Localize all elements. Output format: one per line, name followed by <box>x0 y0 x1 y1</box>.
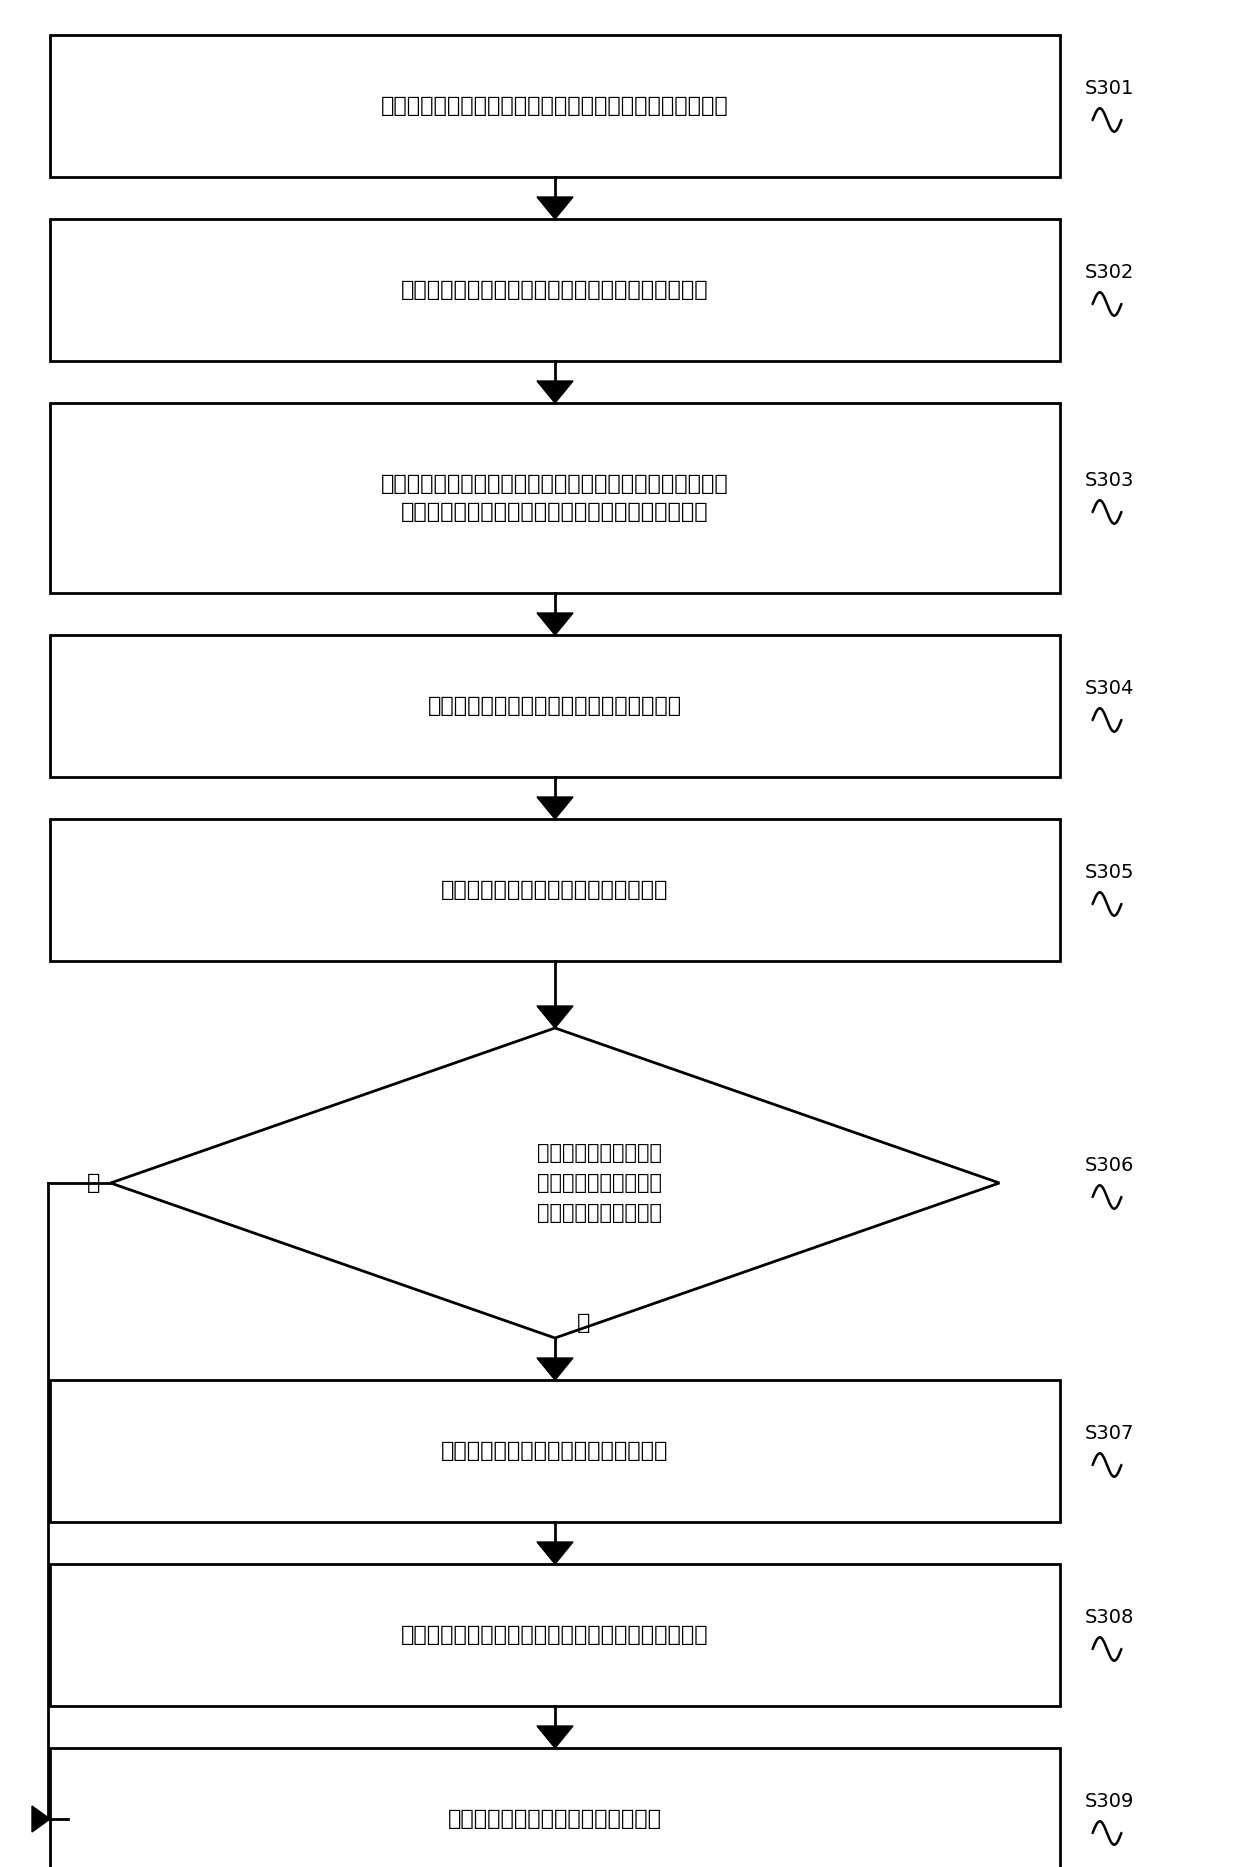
Bar <box>50 218 1060 360</box>
Polygon shape <box>32 1805 50 1832</box>
Polygon shape <box>537 198 573 218</box>
Bar <box>50 1748 1060 1867</box>
Text: 将该车门锁的门锁状态设置为第二状态: 将该车门锁的门锁状态设置为第二状态 <box>441 879 668 900</box>
Text: S301: S301 <box>1085 78 1135 97</box>
Text: S309: S309 <box>1085 1792 1135 1811</box>
Text: S304: S304 <box>1085 678 1135 698</box>
Text: 车龄控制器根据该环境图像获取目标物的目标物参数: 车龄控制器根据该环境图像获取目标物的目标物参数 <box>402 280 709 301</box>
Text: S303: S303 <box>1085 470 1135 489</box>
Bar <box>50 1380 1060 1522</box>
Text: S307: S307 <box>1085 1423 1135 1443</box>
Polygon shape <box>537 381 573 403</box>
Bar <box>50 635 1060 777</box>
Bar <box>50 820 1060 962</box>
Text: 车辆控制器确定该控制
指令指示的该第二状态
与该第一状态是否相同: 车辆控制器确定该控制 指令指示的该第二状态 与该第一状态是否相同 <box>537 1143 662 1223</box>
Polygon shape <box>537 1357 573 1380</box>
Text: 否: 否 <box>577 1313 590 1333</box>
Polygon shape <box>537 612 573 635</box>
Text: 车辆控制器接收用户对该车门锁的控制指令: 车辆控制器接收用户对该车门锁的控制指令 <box>428 696 682 717</box>
Bar <box>50 1565 1060 1706</box>
Text: 车辆控制器通过双目摄像装置获取车辆车门四周的环境图像: 车辆控制器通过双目摄像装置获取车辆车门四周的环境图像 <box>381 95 729 116</box>
Text: S306: S306 <box>1085 1156 1135 1174</box>
Text: S305: S305 <box>1085 863 1135 881</box>
Polygon shape <box>110 1029 999 1339</box>
Bar <box>50 403 1060 594</box>
Bar <box>50 35 1060 177</box>
Polygon shape <box>537 1725 573 1748</box>
Text: 车辆控制器根据该目标物参数以及云服务器预先存储的门锁
控制参数阀值，将车门锁的门锁状态设置为第一状态: 车辆控制器根据该目标物参数以及云服务器预先存储的门锁 控制参数阀值，将车门锁的门… <box>381 474 729 523</box>
Text: 车辆控制器向该云服务器发送更新信息: 车辆控制器向该云服务器发送更新信息 <box>441 1441 668 1462</box>
Text: 是: 是 <box>87 1172 100 1193</box>
Polygon shape <box>537 1542 573 1565</box>
Polygon shape <box>537 1006 573 1029</box>
Text: 保持该车门锁的门锁状态为第一状态: 保持该车门锁的门锁状态为第一状态 <box>448 1809 662 1830</box>
Text: S302: S302 <box>1085 263 1135 282</box>
Polygon shape <box>537 797 573 820</box>
Text: S308: S308 <box>1085 1607 1135 1626</box>
Text: 该云服务器根据该更新信息更新该门锁控制参数阀值: 该云服务器根据该更新信息更新该门锁控制参数阀值 <box>402 1624 709 1645</box>
